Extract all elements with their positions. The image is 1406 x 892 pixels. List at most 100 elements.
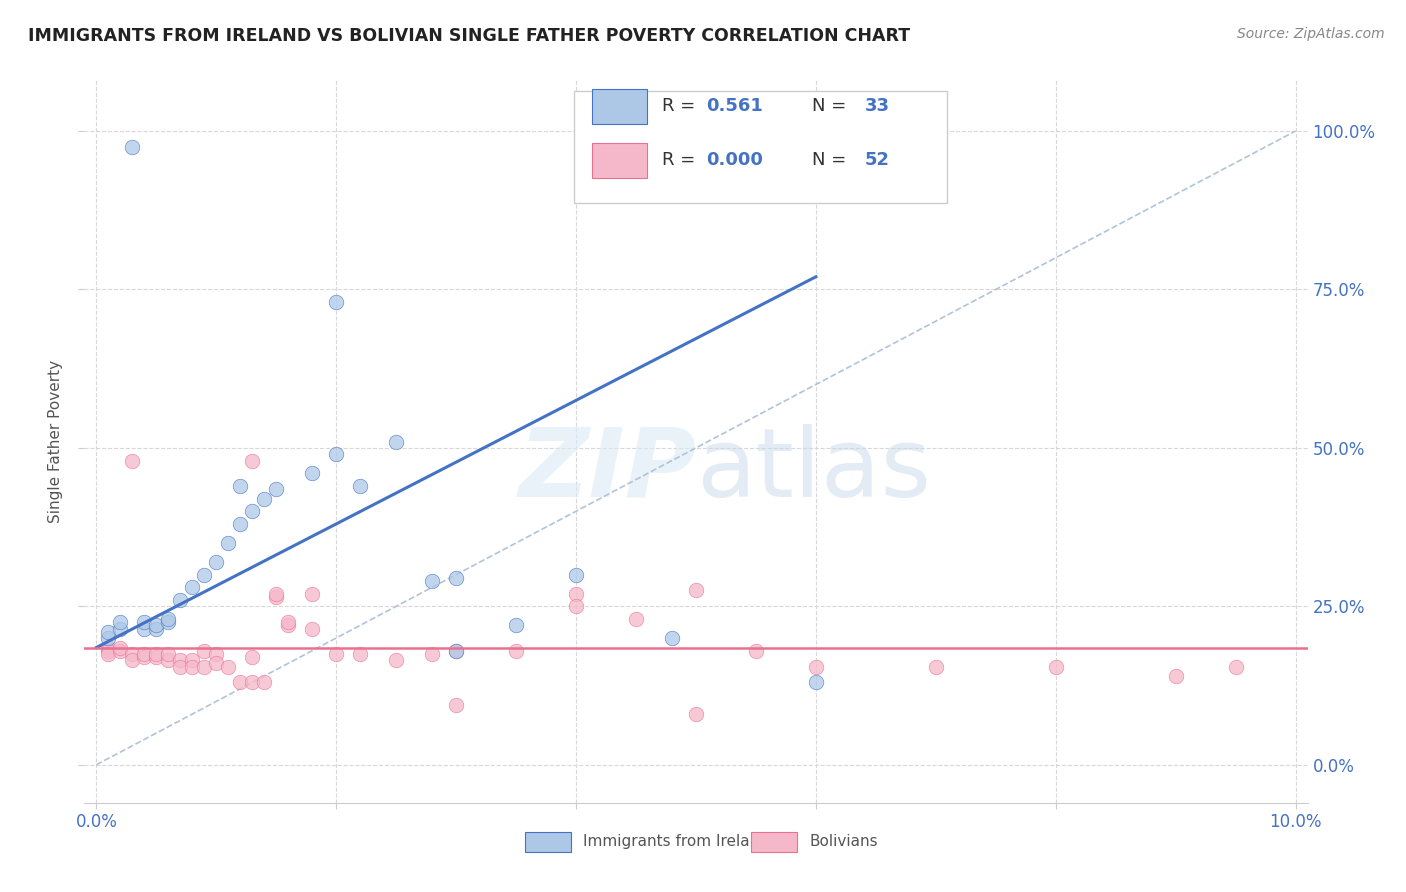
Text: ZIP: ZIP bbox=[517, 424, 696, 517]
Point bbox=[661, 631, 683, 645]
Point bbox=[565, 567, 588, 582]
Point bbox=[145, 618, 167, 632]
Point bbox=[325, 647, 347, 661]
Text: 0.561: 0.561 bbox=[706, 97, 762, 115]
Point bbox=[565, 599, 588, 614]
Point bbox=[181, 653, 204, 667]
Point bbox=[134, 615, 156, 630]
Point bbox=[277, 618, 299, 632]
Text: N =: N = bbox=[813, 152, 852, 169]
Point bbox=[301, 622, 323, 636]
Point bbox=[240, 675, 263, 690]
Text: R =: R = bbox=[662, 152, 700, 169]
Bar bbox=[592, 89, 647, 124]
Point bbox=[301, 587, 323, 601]
Point bbox=[745, 643, 768, 657]
Point bbox=[157, 612, 180, 626]
Point bbox=[277, 615, 299, 630]
Point bbox=[444, 698, 467, 712]
Bar bbox=[592, 143, 647, 178]
Point bbox=[157, 615, 180, 630]
Point bbox=[444, 571, 467, 585]
Bar bbox=[574, 91, 946, 203]
Point bbox=[1225, 659, 1247, 673]
Point bbox=[325, 447, 347, 461]
Text: Source: ZipAtlas.com: Source: ZipAtlas.com bbox=[1237, 27, 1385, 41]
Point bbox=[1045, 659, 1067, 673]
Point bbox=[205, 555, 228, 569]
Point bbox=[181, 580, 204, 594]
Text: R =: R = bbox=[662, 97, 700, 115]
Point bbox=[229, 675, 252, 690]
Point bbox=[205, 647, 228, 661]
Point bbox=[240, 504, 263, 518]
Point bbox=[349, 647, 371, 661]
Point bbox=[110, 622, 132, 636]
Point bbox=[121, 653, 143, 667]
Point bbox=[134, 650, 156, 665]
Text: Immigrants from Ireland: Immigrants from Ireland bbox=[583, 834, 769, 849]
Point bbox=[157, 647, 180, 661]
Text: atlas: atlas bbox=[696, 424, 931, 517]
Point bbox=[193, 567, 215, 582]
Point bbox=[157, 653, 180, 667]
Point bbox=[169, 593, 191, 607]
Point bbox=[264, 482, 287, 496]
Point bbox=[685, 583, 707, 598]
Point bbox=[217, 536, 239, 550]
Point bbox=[97, 631, 120, 645]
Point bbox=[325, 295, 347, 310]
Point bbox=[685, 707, 707, 722]
Point bbox=[169, 659, 191, 673]
Point bbox=[97, 624, 120, 639]
Point bbox=[134, 647, 156, 661]
Point bbox=[804, 675, 827, 690]
Point bbox=[444, 643, 467, 657]
Point bbox=[505, 643, 527, 657]
Point bbox=[264, 590, 287, 604]
Point bbox=[145, 650, 167, 665]
Point bbox=[804, 659, 827, 673]
Point bbox=[420, 574, 443, 588]
Point bbox=[264, 587, 287, 601]
Point bbox=[110, 615, 132, 630]
Point bbox=[1164, 669, 1187, 683]
Point bbox=[97, 647, 120, 661]
Point bbox=[110, 643, 132, 657]
Point bbox=[121, 140, 143, 154]
Point bbox=[349, 479, 371, 493]
Text: N =: N = bbox=[813, 97, 852, 115]
Point bbox=[169, 653, 191, 667]
Point bbox=[565, 587, 588, 601]
Text: 0.000: 0.000 bbox=[706, 152, 762, 169]
Point bbox=[193, 643, 215, 657]
Text: 33: 33 bbox=[865, 97, 890, 115]
Point bbox=[624, 612, 647, 626]
Point bbox=[134, 622, 156, 636]
Text: IMMIGRANTS FROM IRELAND VS BOLIVIAN SINGLE FATHER POVERTY CORRELATION CHART: IMMIGRANTS FROM IRELAND VS BOLIVIAN SING… bbox=[28, 27, 910, 45]
Bar bbox=[751, 831, 797, 852]
Point bbox=[925, 659, 948, 673]
Point bbox=[229, 479, 252, 493]
Text: 52: 52 bbox=[865, 152, 890, 169]
Point bbox=[240, 650, 263, 665]
Point bbox=[110, 640, 132, 655]
Point bbox=[97, 643, 120, 657]
Point bbox=[253, 491, 276, 506]
Point bbox=[121, 453, 143, 467]
Point bbox=[240, 453, 263, 467]
Point bbox=[229, 516, 252, 531]
Point bbox=[205, 657, 228, 671]
Bar bbox=[524, 831, 571, 852]
Point bbox=[385, 653, 408, 667]
Point bbox=[145, 622, 167, 636]
Text: Bolivians: Bolivians bbox=[810, 834, 879, 849]
Point bbox=[193, 659, 215, 673]
Point bbox=[505, 618, 527, 632]
Point bbox=[444, 643, 467, 657]
Point bbox=[385, 434, 408, 449]
Point bbox=[301, 467, 323, 481]
Point bbox=[253, 675, 276, 690]
Point bbox=[420, 647, 443, 661]
Point bbox=[145, 647, 167, 661]
